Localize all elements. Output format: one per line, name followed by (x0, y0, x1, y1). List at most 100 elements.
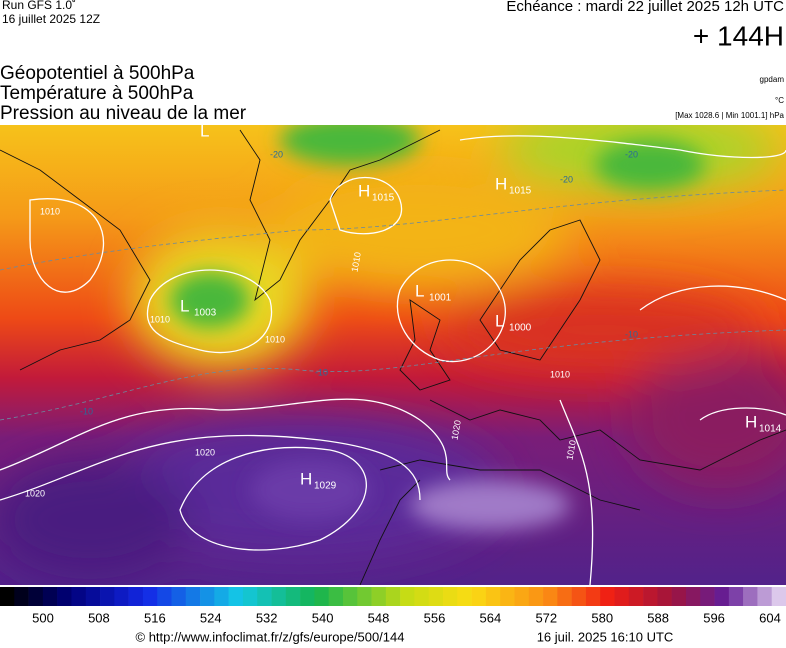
colorbar-swatch (142, 587, 158, 606)
colorbar-label: 516 (144, 610, 166, 625)
colorbar-swatch (471, 587, 487, 606)
colorbar-swatch (314, 587, 329, 606)
colorbar-swatch (400, 587, 415, 606)
colorbar-swatch (700, 587, 715, 606)
colorbar-swatch (600, 587, 615, 606)
colorbar-label: 540 (312, 610, 334, 625)
center-letter: H (745, 412, 757, 431)
map-field (0, 125, 786, 585)
colorbar-swatch (757, 587, 773, 606)
isobar-label: 1020 (195, 447, 215, 457)
colorbar-swatch (585, 587, 601, 606)
center-letter: L (200, 121, 209, 140)
colorbar-swatch (371, 587, 387, 606)
center-value: 1000 (509, 323, 532, 334)
colorbar-swatch (685, 587, 701, 606)
colorbar-label: 604 (759, 610, 781, 625)
center-letter: L (180, 296, 189, 315)
colorbar-swatch (328, 587, 344, 606)
unit-geopotential: gpdam (760, 75, 785, 84)
colorbar-label: 564 (480, 610, 502, 625)
center-letter: L (415, 281, 424, 300)
colorbar-label: 556 (424, 610, 446, 625)
timestamp: 16 juil. 2025 16:10 UTC (537, 629, 674, 644)
colorbar-swatch (57, 587, 72, 606)
colorbar-swatch (114, 587, 129, 606)
lead-time: + 144H (693, 20, 784, 51)
colorbar-swatch (385, 587, 401, 606)
colorbar-swatch (128, 587, 144, 606)
center-letter: L (495, 311, 504, 330)
center-letter: H (300, 469, 312, 488)
colorbar: 500 508 516 524 532 540 548 556 564 572 580 588 596 6… (0, 587, 786, 625)
colorbar-swatch (728, 587, 744, 606)
center-value: 1015 (509, 186, 532, 197)
colorbar-swatch (485, 587, 501, 606)
isobar-label: 1020 (449, 419, 462, 440)
isobar-label: 1020 (25, 488, 45, 498)
colorbar-label: 532 (256, 610, 278, 625)
colorbar-swatch (428, 587, 444, 606)
colorbar-swatch (85, 587, 101, 606)
colorbar-swatch (242, 587, 258, 606)
colorbar-swatch (643, 587, 658, 606)
colorbar-swatch (414, 587, 430, 606)
center-letter: H (495, 174, 507, 193)
forecast-label: Echéance : mardi 22 juillet 2025 12h UTC (506, 0, 784, 15)
colorbar-label: 500 (32, 610, 54, 625)
colorbar-swatch (628, 587, 644, 606)
temperature-label: -10 (80, 406, 93, 416)
colorbar-swatch (171, 587, 187, 606)
source-link: © http://www.infoclimat.fr/z/gfs/europe/… (136, 629, 405, 644)
colorbar-swatch (71, 587, 87, 606)
colorbar-label: 572 (535, 610, 557, 625)
colorbar-label: 524 (200, 610, 222, 625)
colorbar-swatch (443, 587, 458, 606)
colorbar-label: 548 (368, 610, 390, 625)
isobar-label: 1010 (150, 314, 170, 324)
colorbar-swatch (214, 587, 229, 606)
legend-line: Géopotentiel à 500hPa (0, 63, 195, 84)
colorbar-swatch (228, 587, 244, 606)
colorbar-swatch (543, 587, 558, 606)
colorbar-swatch (557, 587, 572, 606)
center-value: 1001 (429, 293, 452, 304)
temperature-label: -20 (560, 174, 573, 184)
temperature-label: -20 (625, 149, 638, 159)
colorbar-label: 508 (88, 610, 110, 625)
temperature-label: -10 (315, 367, 328, 377)
isobar-label: 1010 (564, 439, 577, 460)
colorbar-label: 596 (703, 610, 725, 625)
colorbar-swatch (157, 587, 172, 606)
colorbar-swatch (14, 587, 29, 606)
center-value: 1014 (759, 424, 782, 435)
colorbar-swatch (671, 587, 687, 606)
colorbar-swatch (300, 587, 315, 606)
center-value: 1029 (314, 481, 337, 492)
unit-temperature: °C (775, 96, 784, 105)
colorbar-swatch (42, 587, 58, 606)
colorbar-swatch (0, 587, 15, 606)
temperature-label: -10 (625, 329, 638, 339)
colorbar-swatch (257, 587, 272, 606)
isobar-label: 1010 (265, 334, 285, 344)
colorbar-swatch (185, 587, 201, 606)
colorbar-swatch (500, 587, 515, 606)
temperature-label: -20 (270, 149, 283, 159)
legend-line: Pression au niveau de la mer (0, 103, 247, 124)
colorbar-swatch (100, 587, 115, 606)
colorbar-swatch (771, 587, 786, 606)
colorbar-swatch (285, 587, 301, 606)
colorbar-swatch (28, 587, 44, 606)
run-label: Run GFS 1.0˚ (2, 0, 76, 12)
colorbar-swatch (743, 587, 758, 606)
pressure-range: [Max 1028.6 | Min 1001.1] hPa (675, 111, 784, 120)
colorbar-swatch (528, 587, 544, 606)
colorbar-swatch (271, 587, 287, 606)
colorbar-swatch (514, 587, 530, 606)
isobar-label: 1010 (40, 206, 60, 216)
colorbar-label: 580 (591, 610, 613, 625)
colorbar-swatch (200, 587, 215, 606)
